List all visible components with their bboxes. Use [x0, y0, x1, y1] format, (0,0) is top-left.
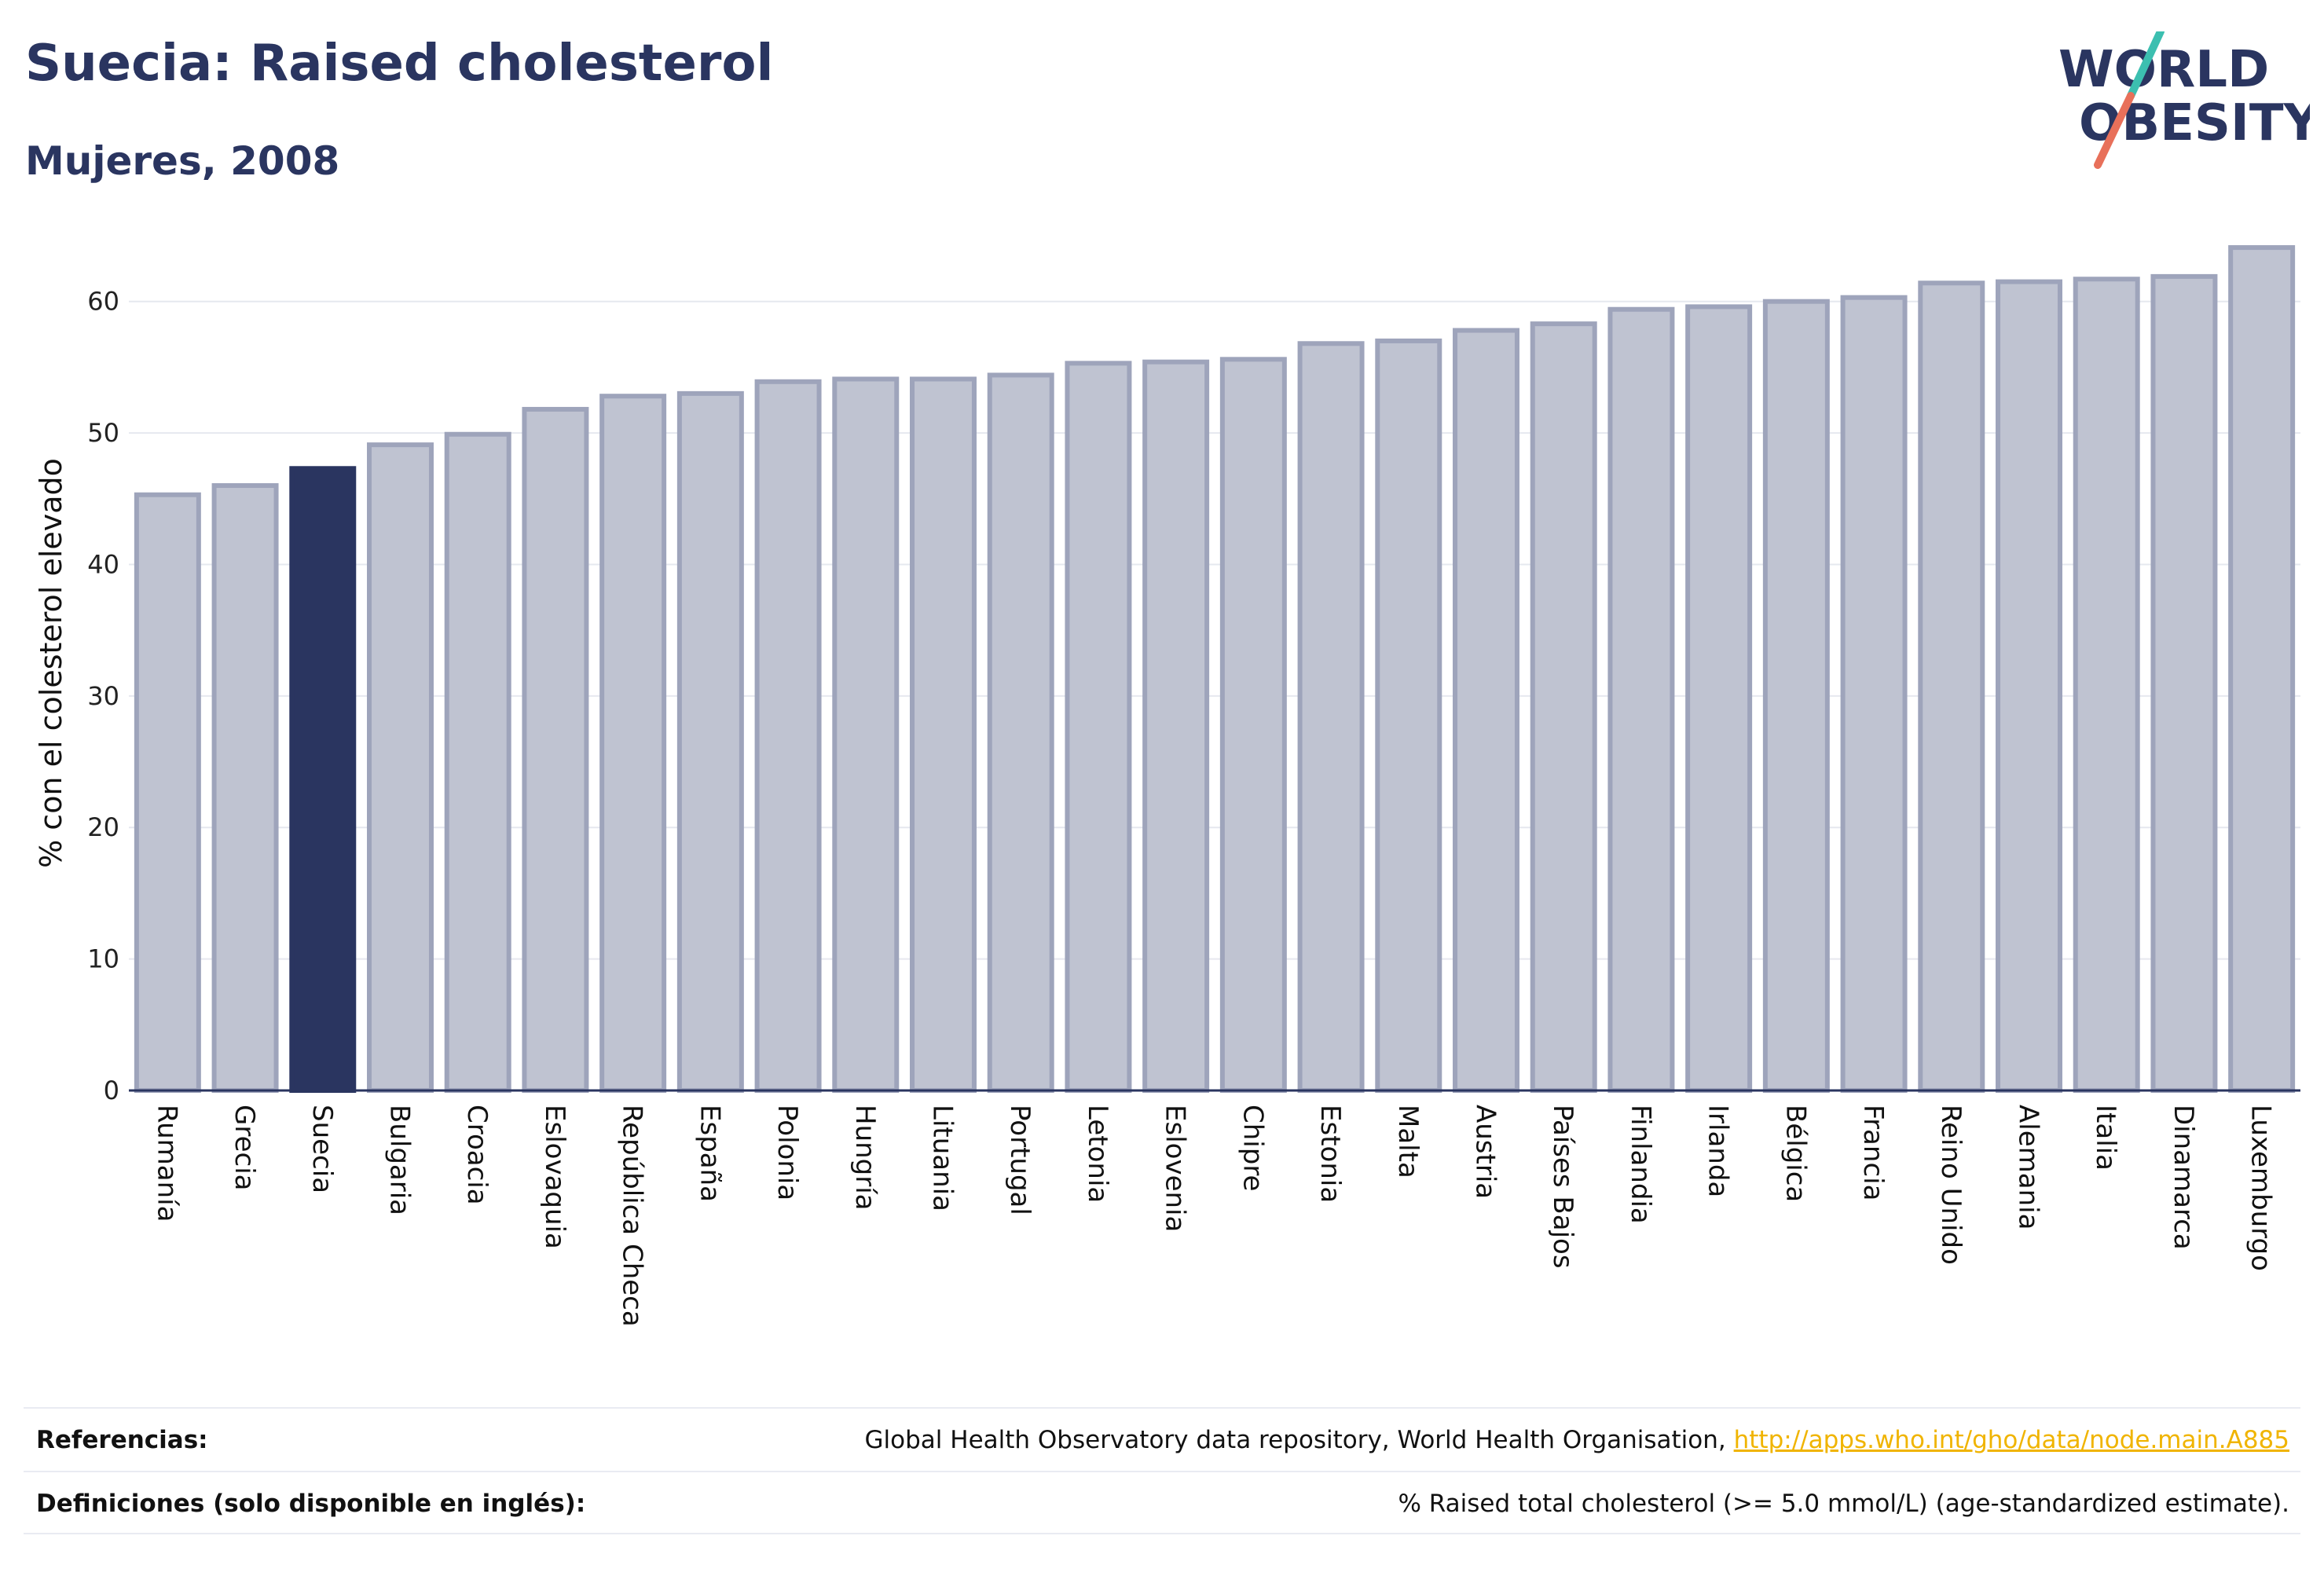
definitions-row: Definiciones (solo disponible en inglés)… — [24, 1471, 2300, 1535]
x-tick-label: Francia — [1857, 1105, 1889, 1200]
x-tick-label: Chipre — [1237, 1105, 1268, 1191]
x-tick-label: Alemania — [2013, 1105, 2044, 1230]
bar-luxemburgo — [2228, 245, 2296, 1094]
x-tick-label: Malta — [1392, 1105, 1424, 1178]
bar-estonia — [1297, 341, 1365, 1093]
x-tick-label: Luxemburgo — [2245, 1105, 2277, 1271]
bar-italia — [2073, 277, 2140, 1093]
x-tick-label: Irlanda — [1703, 1105, 1734, 1197]
logo-line-world: WORLD — [2058, 41, 2269, 99]
x-tick-label: Suecia — [306, 1105, 338, 1193]
x-tick-label: Finlandia — [1625, 1105, 1656, 1224]
bar-rumanía — [134, 492, 201, 1093]
chart-subtitle: Mujeres, 2008 — [25, 138, 340, 184]
bar-croacia — [444, 431, 511, 1093]
y-tick-label: 30 — [87, 681, 119, 711]
bar-finlandia — [1607, 306, 1675, 1093]
y-tick-label: 50 — [87, 418, 119, 448]
x-tick-label: Reino Unido — [1935, 1105, 1967, 1265]
references-row: Referencias: Global Health Observatory d… — [24, 1407, 2300, 1472]
bar-malta — [1375, 338, 1442, 1093]
bar-hungría — [832, 376, 900, 1093]
x-tick-label: Austria — [1470, 1105, 1501, 1199]
chart-title: Suecia: Raised cholesterol — [25, 35, 774, 93]
x-tick-label: Portugal — [1004, 1105, 1036, 1215]
bar-portugal — [987, 372, 1054, 1094]
y-tick-label: 0 — [104, 1076, 119, 1105]
x-tick-label: España — [694, 1105, 725, 1202]
references-text: Global Health Observatory data repositor… — [864, 1426, 1734, 1454]
x-tick-label: Eslovenia — [1160, 1105, 1191, 1232]
bar-francia — [1840, 295, 1908, 1093]
logo-slash-teal — [2127, 31, 2165, 100]
x-tick-label: Dinamarca — [2168, 1105, 2199, 1250]
bar-eslovenia — [1142, 359, 1210, 1094]
bar-dinamarca — [2150, 273, 2218, 1093]
references-link[interactable]: http://apps.who.int/gho/data/node.main.A… — [1733, 1426, 2289, 1454]
footer-divider — [24, 1533, 2300, 1534]
bar-eslovaquia — [522, 406, 589, 1093]
bar-lituania — [910, 376, 977, 1093]
x-tick-label: Eslovaquia — [539, 1105, 570, 1249]
x-tick-label: Países Bajos — [1547, 1105, 1578, 1269]
y-tick-label: 20 — [87, 812, 119, 842]
x-tick-label: Italia — [2090, 1105, 2121, 1171]
y-axis-label: % con el colesterol elevado — [34, 458, 68, 868]
references-label: Referencias: — [36, 1426, 208, 1454]
x-tick-label: Estonia — [1314, 1105, 1346, 1203]
x-tick-label: Letonia — [1082, 1105, 1113, 1203]
definitions-text: % Raised total cholesterol (>= 5.0 mmol/… — [1398, 1490, 2289, 1518]
x-tick-label: Lituania — [927, 1105, 959, 1211]
bar-grecia — [211, 483, 279, 1093]
x-tick-label: Hungría — [849, 1105, 881, 1211]
x-tick-label: Grecia — [229, 1105, 260, 1190]
definitions-label: Definiciones (solo disponible en inglés)… — [36, 1490, 586, 1518]
bar-bulgaria — [367, 442, 434, 1093]
bar-bélgica — [1762, 299, 1830, 1093]
y-tick-label: 40 — [87, 549, 119, 579]
x-tick-label: República Checa — [617, 1105, 648, 1327]
bar-polonia — [754, 379, 822, 1093]
bar-chipre — [1219, 357, 1287, 1093]
bar-españa — [676, 390, 744, 1094]
x-tick-label: Croacia — [461, 1105, 493, 1205]
bar-irlanda — [1685, 304, 1753, 1093]
bar-chart: 0 10 20 30 40 50 60 % con el colesterol elevado… — [34, 245, 2300, 1327]
bar-república-checa — [599, 394, 667, 1093]
bar-países-bajos — [1530, 321, 1597, 1093]
bar-alemania — [1996, 279, 2062, 1094]
references-value: Global Health Observatory data repositor… — [865, 1426, 2300, 1454]
logo-slash-coral — [2094, 92, 2135, 169]
bar-suecia — [289, 466, 357, 1093]
bar-reino-unido — [1918, 280, 1985, 1094]
bar-austria — [1453, 328, 1519, 1094]
y-tick-label: 10 — [87, 944, 119, 974]
x-tick-label: Bélgica — [1780, 1105, 1811, 1202]
x-tick-label: Rumanía — [151, 1105, 182, 1222]
bar-letonia — [1065, 361, 1132, 1093]
x-tick-label: Polonia — [772, 1105, 803, 1200]
x-tick-label: Bulgaria — [384, 1105, 416, 1215]
world-obesity-logo: WORLD OBESITY — [2058, 31, 2310, 169]
y-tick-label: 60 — [87, 287, 119, 317]
